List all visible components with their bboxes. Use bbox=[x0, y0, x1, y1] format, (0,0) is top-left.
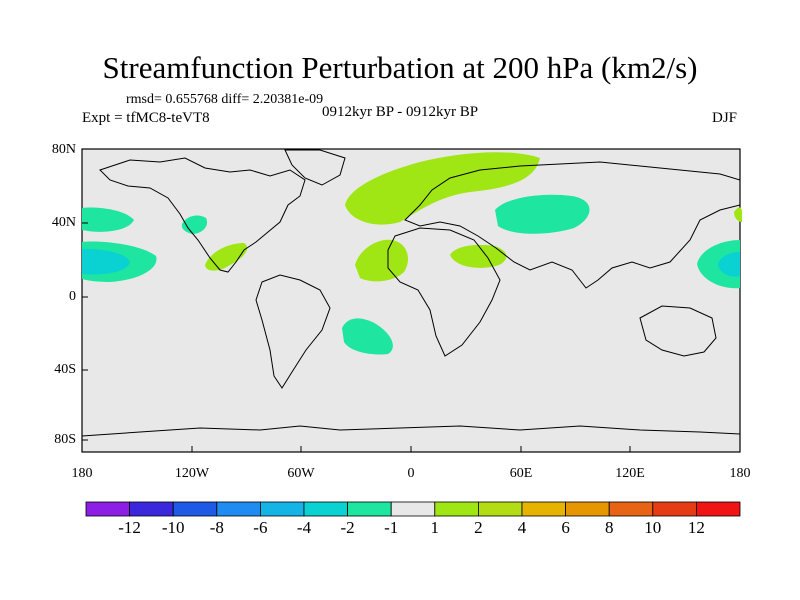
contour-positive-mideast bbox=[450, 244, 507, 268]
contour-positive-westpacific bbox=[734, 207, 742, 222]
axis-ticks bbox=[81, 148, 741, 452]
colorbar-label: -6 bbox=[253, 518, 268, 537]
colorbar-swatch bbox=[608, 501, 654, 517]
lat-tick-40n: 40N bbox=[51, 215, 76, 230]
colorbar-swatch bbox=[85, 501, 130, 517]
colorbar-label: 8 bbox=[604, 518, 614, 537]
colorbar-swatch bbox=[303, 501, 348, 517]
contour-negative-pacific-east-core bbox=[82, 248, 130, 275]
colorbar bbox=[85, 501, 741, 517]
colorbar-swatch bbox=[129, 501, 174, 517]
lon-tick-120e: 120E bbox=[615, 466, 645, 481]
colorbar-swatch bbox=[434, 501, 479, 517]
season-label: DJF bbox=[712, 110, 738, 126]
colorbar-label: 10 bbox=[644, 518, 662, 537]
coast-africa bbox=[387, 227, 501, 357]
lon-tick-0: 0 bbox=[407, 466, 415, 481]
coast-antarctica bbox=[81, 425, 741, 437]
colorbar-swatch bbox=[652, 501, 697, 517]
colorbar-swatch bbox=[216, 501, 261, 517]
contour-negative-westpacific-core bbox=[718, 252, 740, 277]
colorbar-swatch bbox=[565, 501, 610, 517]
coast-greenland bbox=[284, 149, 346, 186]
contour-positive-nordic bbox=[345, 152, 540, 225]
contour-negative-westcoast bbox=[181, 215, 208, 234]
experiment-label: Expt = tfMC8-teVT8 bbox=[82, 110, 210, 126]
lat-tick-40s: 40S bbox=[54, 362, 76, 377]
colorbar-swatch bbox=[390, 501, 436, 517]
colorbar-swatch bbox=[696, 501, 741, 517]
coast-south-america bbox=[255, 274, 331, 389]
colorbar-swatch bbox=[172, 501, 218, 517]
coast-north-america bbox=[99, 157, 306, 273]
colorbar-swatch bbox=[477, 501, 523, 517]
lon-tick-60e: 60E bbox=[509, 466, 533, 481]
colorbar-label: 1 bbox=[430, 518, 440, 537]
lat-tick-80n: 80N bbox=[51, 142, 76, 157]
colorbar-label: -12 bbox=[118, 518, 141, 537]
lat-tick-80s: 80S bbox=[54, 432, 76, 447]
coastlines bbox=[81, 149, 741, 437]
coast-eurasia bbox=[404, 161, 741, 289]
colorbar-swatch bbox=[347, 501, 392, 517]
contour-negative-southatlantic bbox=[342, 318, 393, 355]
colorbar-label: -1 bbox=[384, 518, 399, 537]
colorbar-label: 4 bbox=[517, 518, 527, 537]
stats-text: rmsd= 0.655768 diff= 2.20381e-09 bbox=[126, 92, 324, 107]
lat-tick-0: 0 bbox=[69, 289, 76, 304]
lon-tick-180w: 180 bbox=[71, 466, 93, 481]
contour-negative-asia bbox=[495, 194, 590, 234]
colorbar-swatch bbox=[521, 501, 566, 517]
colorbar-label: -2 bbox=[340, 518, 355, 537]
contour-positive-atlantic bbox=[355, 239, 408, 282]
colorbar-label: 2 bbox=[474, 518, 483, 537]
colorbar-label: -8 bbox=[209, 518, 224, 537]
contour-positive-mexico bbox=[205, 243, 248, 271]
colorbar-label: -10 bbox=[161, 518, 185, 537]
lon-tick-120w: 120W bbox=[174, 466, 210, 481]
map-title: Streamfunction Perturbation at 200 hPa (… bbox=[102, 50, 698, 85]
colorbar-label: 6 bbox=[561, 518, 570, 537]
contour-fields bbox=[82, 152, 742, 355]
colorbar-label: -4 bbox=[296, 518, 312, 537]
colorbar-swatch bbox=[259, 501, 305, 517]
coast-australia bbox=[639, 305, 717, 357]
colorbar-label: 12 bbox=[687, 518, 705, 537]
lon-tick-180e: 180 bbox=[729, 466, 751, 481]
lon-tick-60w: 60W bbox=[287, 466, 315, 481]
period-label: 0912kyr BP - 0912kyr BP bbox=[322, 104, 479, 120]
contour-negative-pacific-north bbox=[82, 207, 134, 232]
